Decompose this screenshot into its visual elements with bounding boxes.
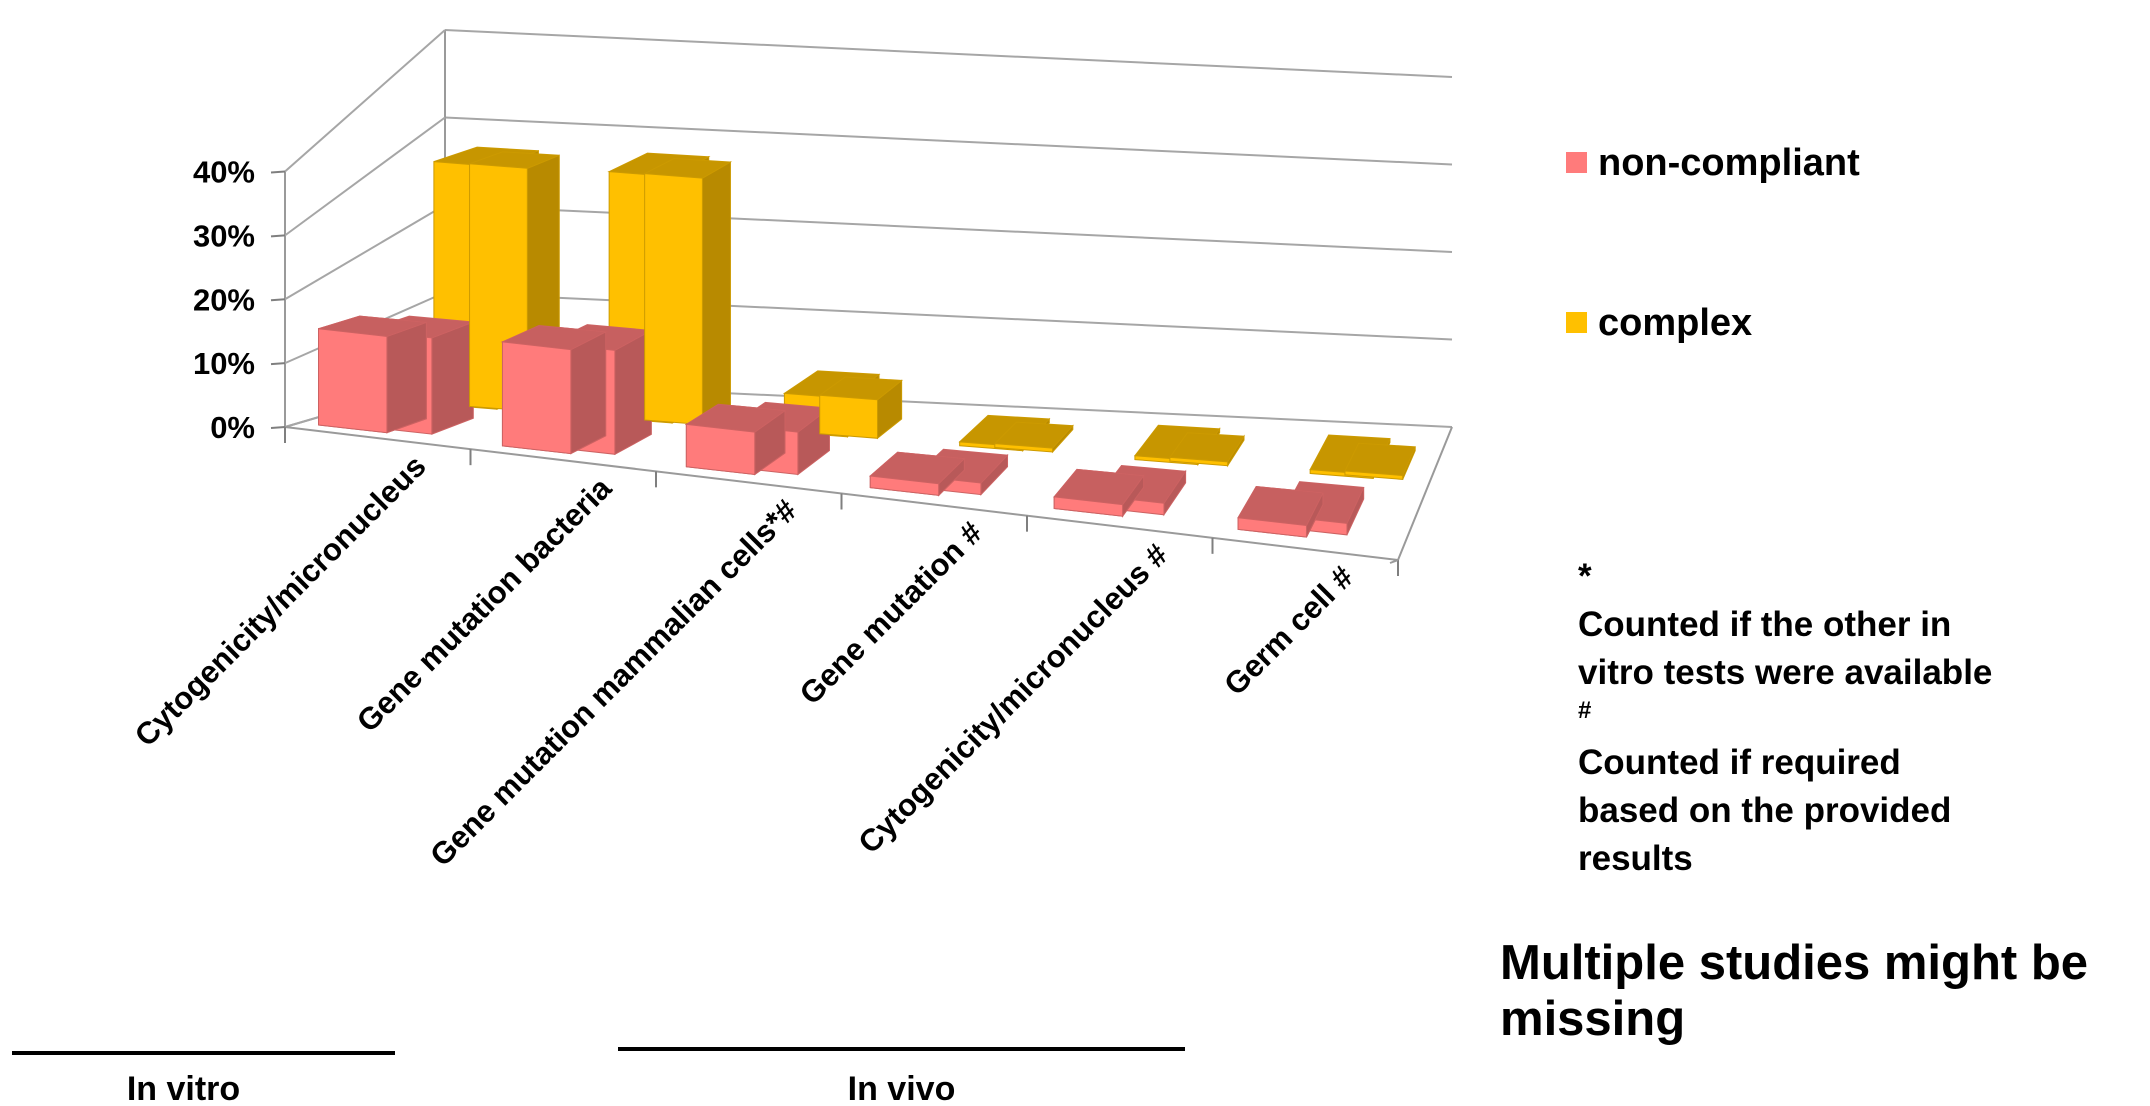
group-label-0: In vitro bbox=[12, 1051, 395, 1106]
legend-label: non-compliant bbox=[1598, 142, 1860, 184]
legend: non-compliant complex bbox=[1566, 142, 1860, 344]
bar-back-1 bbox=[642, 158, 733, 426]
category-label: Germ cell # bbox=[1217, 559, 1360, 702]
y-tick-label: 20% bbox=[193, 282, 255, 317]
bar-back-3 bbox=[993, 421, 1074, 454]
hash-footnote: # Counted if required based on the provi… bbox=[1578, 643, 2148, 883]
legend-swatch bbox=[1566, 152, 1587, 173]
group-label-text: In vivo bbox=[848, 1070, 956, 1106]
group-label-text: In vitro bbox=[127, 1070, 240, 1106]
bar-front-top-0 bbox=[318, 315, 427, 434]
legend-swatch bbox=[1566, 312, 1587, 333]
y-tick-label: 10% bbox=[193, 346, 255, 381]
star-footnote: * Counted if the other in vitro tests we… bbox=[1578, 505, 2148, 697]
bar-back-4 bbox=[1168, 432, 1245, 468]
group-label-1: In vivo bbox=[618, 1047, 1185, 1106]
legend-label: complex bbox=[1598, 302, 1752, 344]
bar-front-top-3 bbox=[869, 451, 966, 497]
bar-back-5 bbox=[1344, 442, 1416, 480]
y-tick-label: 30% bbox=[193, 218, 255, 253]
star-symbol: * bbox=[1578, 557, 1592, 596]
bar-front-top-5 bbox=[1237, 486, 1324, 538]
category-label: Gene mutation mammalian cells*# bbox=[423, 493, 803, 873]
hash-footnote-text: Counted if required based on the provide… bbox=[1578, 743, 1952, 878]
bar-front-top-4 bbox=[1053, 468, 1145, 518]
missing-studies-note: Multiple studies might be missing bbox=[1500, 936, 2089, 1046]
star-footnote-text: Counted if the other in vitro tests were… bbox=[1578, 605, 1993, 692]
y-tick-label: 40% bbox=[193, 155, 255, 190]
hash-symbol: # bbox=[1578, 697, 1592, 724]
bar-front-top-2 bbox=[684, 403, 787, 476]
category-label: Gene mutation # bbox=[793, 515, 989, 711]
y-tick-label: 0% bbox=[210, 410, 255, 445]
bar-back-2 bbox=[818, 376, 903, 440]
bar-front-top-1 bbox=[500, 325, 608, 455]
